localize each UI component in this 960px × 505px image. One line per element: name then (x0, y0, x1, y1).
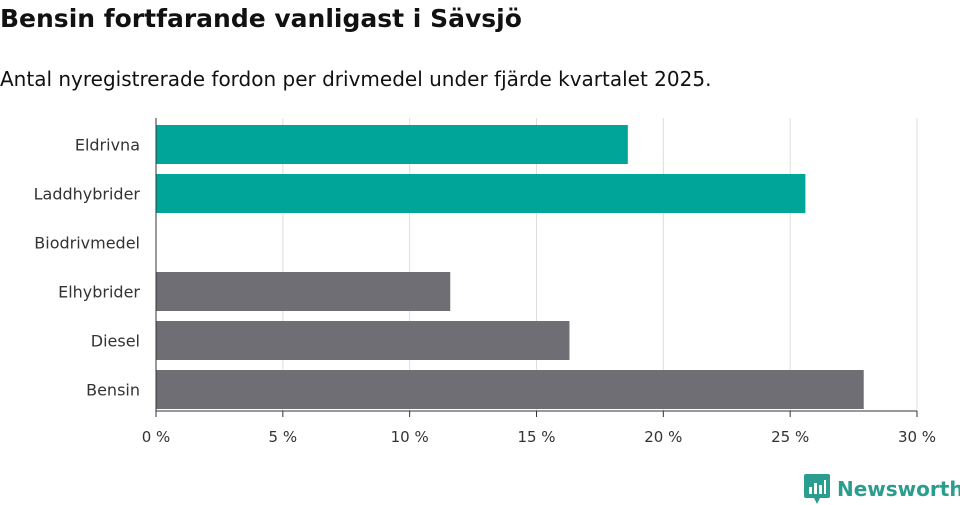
gridlines (282, 118, 918, 411)
chart-subtitle: Antal nyregistrerade fordon per drivmede… (0, 67, 712, 91)
category-label-5: Bensin (86, 381, 140, 400)
x-tick-label-5: 25 % (771, 428, 809, 446)
category-label-4: Diesel (91, 332, 140, 351)
newsworthy-logo: Newsworthy (804, 474, 960, 504)
x-tick-label-3: 15 % (517, 428, 555, 446)
category-label-1: Laddhybrider (34, 185, 141, 204)
chart-title: Bensin fortfarande vanligast i Sävsjö (0, 4, 522, 33)
category-labels: Eldrivna Laddhybrider Biodrivmedel Elhybrid… (34, 136, 141, 400)
bar-4 (156, 321, 570, 360)
bar-chart-bubble-icon (804, 474, 830, 504)
bar-5 (156, 370, 864, 409)
category-label-2: Biodrivmedel (34, 234, 140, 253)
x-tick-label-1: 5 % (269, 428, 298, 446)
category-label-3: Elhybrider (58, 283, 140, 302)
x-tick-label-0: 0 % (142, 428, 171, 446)
x-axis: 0 % 5 % 10 % 15 % 20 % 25 % 30 % (142, 118, 936, 446)
bar-0 (156, 125, 628, 164)
x-tick-label-2: 10 % (391, 428, 429, 446)
x-tick-label-4: 20 % (644, 428, 682, 446)
bar-chart: 0 % 5 % 10 % 15 % 20 % 25 % 30 % Eldrivna Laddh… (34, 118, 936, 446)
bar-1 (156, 174, 806, 213)
bar-3 (156, 272, 451, 311)
x-tick-label-6: 30 % (898, 428, 936, 446)
bars (156, 125, 864, 409)
brand-name: Newsworthy (837, 477, 960, 501)
category-label-0: Eldrivna (75, 136, 140, 155)
